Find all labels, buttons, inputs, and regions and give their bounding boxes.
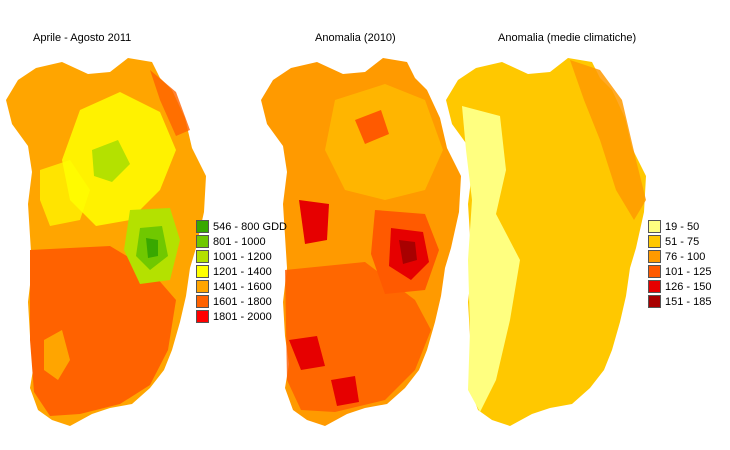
legend-gdd-swatch — [196, 220, 209, 233]
legend-gdd-swatch — [196, 295, 209, 308]
legend-gdd-row: 1201 - 1400 — [196, 264, 287, 279]
map-anomaly-climate — [446, 58, 646, 426]
map-gdd-2011 — [6, 58, 206, 426]
legend-anomaly: 19 - 50 51 - 75 76 - 100 101 - 125 126 - 150… — [648, 219, 711, 309]
legend-gdd-row: 801 - 1000 — [196, 234, 287, 249]
legend-gdd-row: 546 - 800 GDD — [196, 219, 287, 234]
map-title-gdd-2011: Aprile - Agosto 2011 — [33, 32, 132, 44]
map-anomaly-2010 — [261, 58, 461, 426]
legend-anomaly-label: 126 - 150 — [665, 280, 712, 293]
legend-gdd-row: 1801 - 2000 — [196, 309, 287, 324]
legend-gdd-swatch — [196, 280, 209, 293]
legend-anomaly-swatch — [648, 250, 661, 263]
map-title-anomaly-climate: Anomalia (medie climatiche) — [498, 32, 637, 44]
legend-anomaly-swatch — [648, 295, 661, 308]
legend-anomaly-swatch — [648, 280, 661, 293]
legend-gdd-swatch — [196, 265, 209, 278]
legend-anomaly-swatch — [648, 220, 661, 233]
legend-gdd-swatch — [196, 235, 209, 248]
legend-gdd-label: 1801 - 2000 — [213, 310, 272, 323]
legend-gdd-swatch — [196, 250, 209, 263]
legend-gdd-label: 1601 - 1800 — [213, 295, 272, 308]
legend-gdd-row: 1001 - 1200 — [196, 249, 287, 264]
legend-anomaly-label: 51 - 75 — [665, 235, 700, 248]
legend-anomaly-row: 51 - 75 — [648, 234, 711, 249]
legend-anomaly-swatch — [648, 235, 661, 248]
legend-gdd-label: 1001 - 1200 — [213, 250, 272, 263]
legend-anomaly-row: 126 - 150 — [648, 279, 711, 294]
legend-anomaly-label: 101 - 125 — [665, 265, 712, 278]
legend-gdd-label: 1401 - 1600 — [213, 280, 272, 293]
legend-anomaly-row: 101 - 125 — [648, 264, 711, 279]
legend-anomaly-swatch — [648, 265, 661, 278]
legend-anomaly-label: 19 - 50 — [665, 220, 700, 233]
legend-gdd-label: 801 - 1000 — [213, 235, 266, 248]
legend-gdd-label: 546 - 800 GDD — [213, 220, 287, 233]
legend-gdd-swatch — [196, 310, 209, 323]
legend-gdd: 546 - 800 GDD 801 - 1000 1001 - 1200 1201 -… — [196, 219, 287, 324]
legend-anomaly-row: 19 - 50 — [648, 219, 711, 234]
legend-anomaly-label: 76 - 100 — [665, 250, 706, 263]
map-title-anomaly-2010: Anomalia (2010) — [315, 32, 396, 44]
legend-anomaly-row: 151 - 185 — [648, 294, 711, 309]
legend-anomaly-row: 76 - 100 — [648, 249, 711, 264]
legend-gdd-row: 1601 - 1800 — [196, 294, 287, 309]
legend-gdd-row: 1401 - 1600 — [196, 279, 287, 294]
legend-gdd-label: 1201 - 1400 — [213, 265, 272, 278]
legend-anomaly-label: 151 - 185 — [665, 295, 712, 308]
